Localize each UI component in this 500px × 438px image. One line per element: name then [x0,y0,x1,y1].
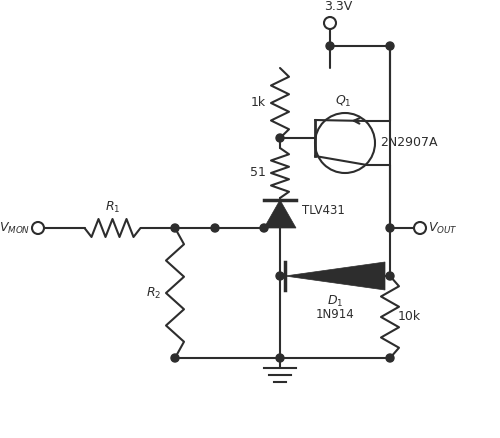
Circle shape [276,272,284,280]
Text: TLV431: TLV431 [302,204,345,216]
Text: 1N914: 1N914 [316,308,354,321]
Circle shape [386,42,394,50]
Circle shape [276,354,284,362]
Circle shape [260,224,268,232]
Polygon shape [285,262,385,290]
Text: 3.3V: 3.3V [324,0,352,13]
Circle shape [171,224,179,232]
Circle shape [326,42,334,50]
Circle shape [386,224,394,232]
Text: 10k: 10k [398,311,421,324]
Circle shape [386,272,394,280]
Text: $D_1$: $D_1$ [327,294,343,309]
Text: $Q_1$: $Q_1$ [335,94,351,109]
Text: $V_{MON}$: $V_{MON}$ [0,220,30,236]
Circle shape [386,354,394,362]
Text: 2N2907A: 2N2907A [380,137,438,149]
Circle shape [276,134,284,142]
Text: $R_1$: $R_1$ [105,200,120,215]
Text: 51: 51 [250,166,266,180]
Text: $R_2$: $R_2$ [146,286,161,300]
Text: $V_{OUT}$: $V_{OUT}$ [428,220,458,236]
Circle shape [171,354,179,362]
Text: 1k: 1k [251,96,266,110]
Circle shape [211,224,219,232]
Polygon shape [264,200,296,228]
